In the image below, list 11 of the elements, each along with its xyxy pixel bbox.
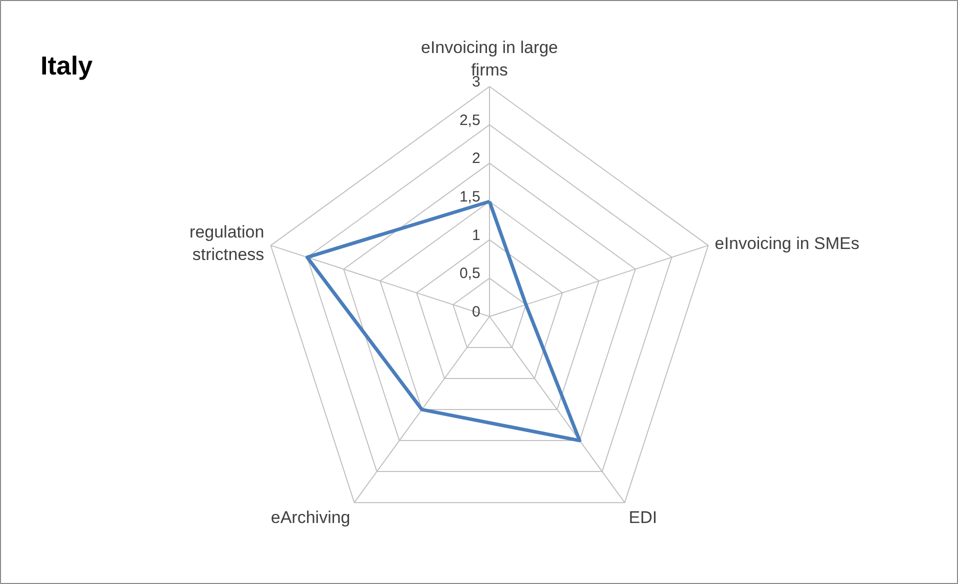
spoke-label: eInvoicing in SMEs [714,234,860,253]
spoke-label: EDI [628,508,658,528]
chart-title: Italy [40,50,94,80]
spoke-label: eArchiving [270,508,350,528]
y-tick-label: 0,5 [459,265,480,282]
y-tick-label: 1,5 [459,188,480,206]
y-tick-label: 2,5 [459,112,480,129]
y-tick-label: 1 [472,226,480,244]
spoke-label: regulation strictness [190,222,264,264]
y-tick-label: 2 [472,150,480,168]
y-tick-label: 0 [472,304,480,320]
